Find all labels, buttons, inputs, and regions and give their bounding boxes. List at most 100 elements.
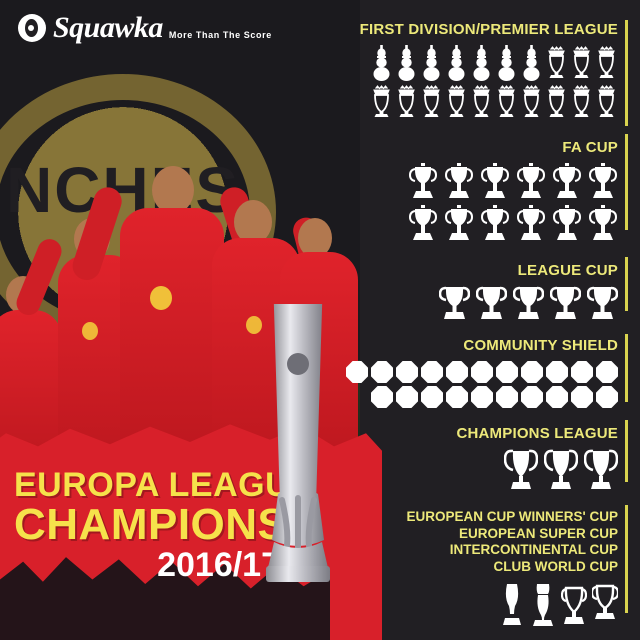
fa-cup-trophy-icon: [552, 205, 582, 240]
other-trophies-list: EUROPEAN CUP WINNERS' CUP EUROPEAN SUPER…: [340, 509, 640, 576]
community-shield-icon: [546, 361, 568, 383]
fa-cup-trophy-icon: [516, 205, 546, 240]
other-trophy-line: INTERCONTINENTAL CUP: [449, 542, 618, 558]
section-rule: [625, 134, 628, 230]
community-shield-icon: [521, 361, 543, 383]
other-trophy-line: EUROPEAN SUPER CUP: [458, 525, 618, 541]
community-shield-icon: [371, 386, 393, 408]
champions-league-trophy-icon: [504, 449, 538, 489]
hero-title-block: EUROPA LEAGUE CHAMPIONS 2016/17: [14, 466, 314, 584]
shirt-crest: [246, 316, 262, 334]
first-division-trophy-icon: [398, 45, 415, 81]
section-heading: CHAMPIONS LEAGUE: [456, 425, 618, 442]
section-rule: [625, 420, 628, 482]
premier-league-trophy-icon: [573, 46, 590, 78]
fa-cup-trophy-icon: [444, 163, 474, 198]
first-division-trophy-icon: [473, 45, 490, 81]
fa-cup-trophy-icon: [480, 163, 510, 198]
premier-league-trophy-icon: [498, 85, 515, 117]
section-rule: [625, 505, 628, 613]
community-shield-icon: [471, 361, 493, 383]
section-rule: [625, 20, 628, 126]
trophy-row: [340, 447, 640, 493]
trophy-row: [340, 284, 640, 322]
premier-league-trophy-icon: [548, 46, 565, 78]
community-shield-icon: [396, 361, 418, 383]
fa-cup-trophy-icon: [588, 163, 618, 198]
honours-panel: FIRST DIVISION/PREMIER LEAGUE: [340, 0, 640, 640]
shield-row: [340, 386, 640, 408]
section-rule: [625, 257, 628, 311]
premier-league-trophy-icon: [448, 85, 465, 117]
premier-league-trophy-icon: [598, 85, 615, 117]
europa-league-trophy-icon: [266, 304, 330, 582]
section-community-shield: COMMUNITY SHIELD: [340, 322, 640, 408]
fa-cup-trophy-icon: [444, 205, 474, 240]
intercontinental-cup-trophy-icon: [561, 586, 587, 624]
premier-league-trophy-icon: [398, 85, 415, 117]
premier-league-trophy-icon: [598, 46, 615, 78]
section-champions-league: CHAMPIONS LEAGUE: [340, 408, 640, 493]
premier-league-trophy-icon: [373, 85, 390, 117]
league-cup-trophy-icon: [476, 286, 507, 319]
section-fa-cup: FA CUP: [340, 120, 640, 245]
community-shield-icon: [371, 361, 393, 383]
fa-cup-trophy-icon: [516, 163, 546, 198]
hero-season: 2016/17: [157, 546, 280, 584]
first-division-trophy-icon: [448, 45, 465, 81]
trophy-row: [340, 84, 640, 120]
community-shield-icon: [546, 386, 568, 408]
section-other-trophies: EUROPEAN CUP WINNERS' CUP EUROPEAN SUPER…: [340, 493, 640, 628]
community-shield-icon: [496, 386, 518, 408]
community-shield-icon: [496, 361, 518, 383]
section-first-division-premier-league: FIRST DIVISION/PREMIER LEAGUE: [340, 0, 640, 126]
european-super-cup-trophy-icon: [533, 583, 553, 626]
fa-cup-trophy-icon: [552, 163, 582, 198]
premier-league-trophy-icon: [423, 85, 440, 117]
community-shield-icon: [571, 386, 593, 408]
community-shield-icon: [346, 361, 368, 383]
champions-league-trophy-icon: [584, 449, 618, 489]
community-shield-icon: [446, 386, 468, 408]
section-heading: LEAGUE CUP: [517, 262, 618, 279]
champions-league-trophy-icon: [544, 449, 578, 489]
trophy-row: [340, 205, 640, 245]
first-division-trophy-icon: [523, 45, 540, 81]
hero-title-line-2: CHAMPIONS: [14, 499, 288, 549]
community-shield-icon: [571, 361, 593, 383]
community-shield-icon: [421, 386, 443, 408]
squawka-circle-icon: [18, 14, 46, 42]
other-trophy-line: CLUB WORLD CUP: [493, 559, 619, 575]
brand-name: Squawka: [53, 11, 163, 44]
community-shield-icon: [596, 361, 618, 383]
section-league-cup: LEAGUE CUP: [340, 245, 640, 322]
brand-tagline: More Than The Score: [168, 29, 272, 40]
premier-league-trophy-icon: [473, 85, 490, 117]
shield-row: [340, 361, 640, 383]
hero-title-line-1: EUROPA LEAGUE: [14, 466, 314, 505]
cup-winners-cup-trophy-icon: [503, 583, 521, 625]
community-shield-icon: [446, 361, 468, 383]
fa-cup-trophy-icon: [408, 205, 438, 240]
trophy-row: [340, 45, 640, 81]
shirt-crest: [82, 322, 98, 340]
section-rule: [625, 334, 628, 402]
fa-cup-trophy-icon: [588, 205, 618, 240]
trophy-row: [340, 163, 640, 203]
community-shield-icon: [421, 361, 443, 383]
community-shield-icon: [396, 386, 418, 408]
league-cup-trophy-icon: [513, 286, 544, 319]
section-heading: FA CUP: [562, 139, 618, 156]
first-division-trophy-icon: [423, 45, 440, 81]
league-cup-trophy-icon: [550, 286, 581, 319]
fa-cup-trophy-icon: [480, 205, 510, 240]
club-world-cup-trophy-icon: [592, 584, 618, 619]
first-division-trophy-icon: [373, 45, 390, 81]
community-shield-icon: [596, 386, 618, 408]
squawka-logo[interactable]: Squawka More Than The Score: [18, 8, 272, 48]
league-cup-trophy-icon: [439, 286, 470, 319]
fa-cup-trophy-icon: [408, 163, 438, 198]
section-heading: FIRST DIVISION/PREMIER LEAGUE: [359, 21, 618, 38]
shirt-crest: [150, 286, 172, 310]
